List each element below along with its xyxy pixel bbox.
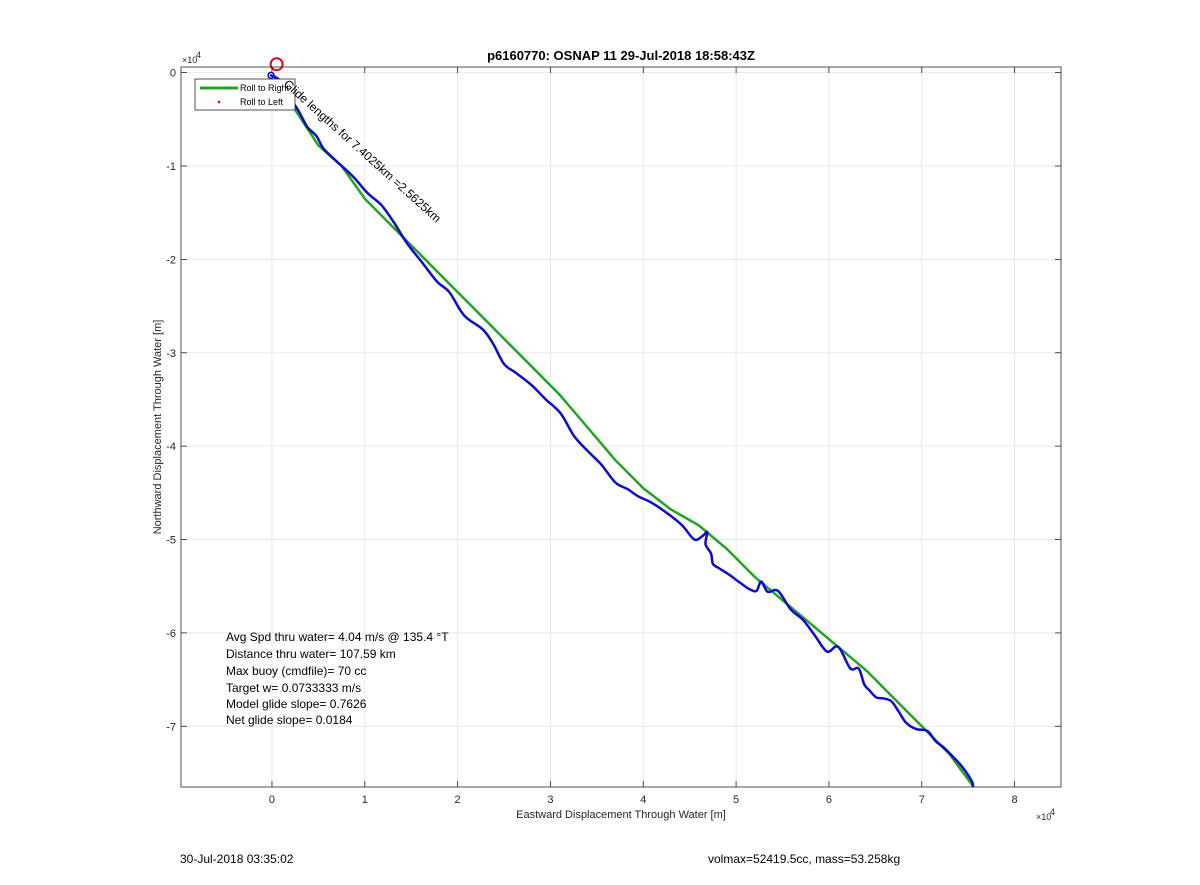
series-roll-to-right-line <box>273 76 975 788</box>
y-exponent-power: 4 <box>196 50 201 60</box>
stat-distance: Distance thru water= 107.59 km <box>226 647 396 661</box>
gridlines <box>181 67 1061 787</box>
y-tick-label: -5 <box>166 535 176 547</box>
y-tick-label: -2 <box>166 254 176 266</box>
track-start-point <box>267 71 275 80</box>
x-axis-label: Eastward Displacement Through Water [m] <box>516 809 726 821</box>
x-exponent: ×10 4 <box>1036 807 1055 822</box>
footer-volmax-mass: volmax=52419.5cc, mass=53.258kg <box>708 852 900 866</box>
series-layer <box>267 57 975 788</box>
x-tick-label: 1 <box>362 794 368 806</box>
x-tick-label: 4 <box>640 794 646 806</box>
legend-swatch-roll-left <box>217 100 221 104</box>
y-tick-label: 0 <box>170 68 176 80</box>
legend-box <box>194 78 296 111</box>
footer-timestamp: 30-Jul-2018 03:35:02 <box>180 852 294 866</box>
axes-background <box>181 67 1061 787</box>
stat-max-buoy: Max buoy (cmdfile)= 70 cc <box>226 664 366 678</box>
chart-title: p6160770: OSNAP 11 29-Jul-2018 18:58:43Z <box>487 48 755 63</box>
y-tick-label: -4 <box>166 441 176 453</box>
y-axis-label: Northward Displacement Through Water [m] <box>152 320 164 535</box>
plot-area: 0 1 2 3 4 5 6 7 8 0 -1 -2 -3 -4 -5 -6 -7 <box>166 57 1062 806</box>
tick-layer: 0 1 2 3 4 5 6 7 8 0 -1 -2 -3 -4 -5 -6 -7 <box>166 67 1061 806</box>
x-tick-label: 8 <box>1012 794 1018 806</box>
y-exponent-base: ×10 <box>182 55 197 65</box>
legend-label-roll-right: Roll to Right <box>240 83 290 93</box>
stat-net-glide-slope: Net glide slope= 0.0184 <box>226 713 353 727</box>
stat-target-w: Target w= 0.0733333 m/s <box>226 681 361 695</box>
x-tick-label: 3 <box>547 794 553 806</box>
y-exponent: ×10 4 <box>182 50 201 65</box>
x-tick-label: 6 <box>826 794 832 806</box>
x-exponent-power: 4 <box>1050 807 1055 817</box>
start-marker <box>269 57 284 72</box>
x-tick-label: 2 <box>455 794 461 806</box>
stat-avg-speed: Avg Spd thru water= 4.04 m/s @ 135.4 °T <box>226 630 449 644</box>
y-tick-label: -3 <box>166 348 176 360</box>
axes-box <box>180 66 1062 788</box>
legend: Roll to Right Roll to Left <box>194 78 296 111</box>
y-tick-label: -6 <box>166 628 176 640</box>
stats-block: Avg Spd thru water= 4.04 m/s @ 135.4 °T … <box>226 630 449 727</box>
series-track-line <box>269 74 975 788</box>
x-tick-label: 7 <box>919 794 925 806</box>
y-tick-label: -7 <box>166 721 176 733</box>
stat-model-glide-slope: Model glide slope= 0.7626 <box>226 697 367 711</box>
x-tick-label: 0 <box>269 794 275 806</box>
y-tick-label: -1 <box>166 161 176 173</box>
legend-label-roll-left: Roll to Left <box>240 97 284 107</box>
x-exponent-base: ×10 <box>1036 812 1051 822</box>
x-tick-label: 5 <box>733 794 739 806</box>
